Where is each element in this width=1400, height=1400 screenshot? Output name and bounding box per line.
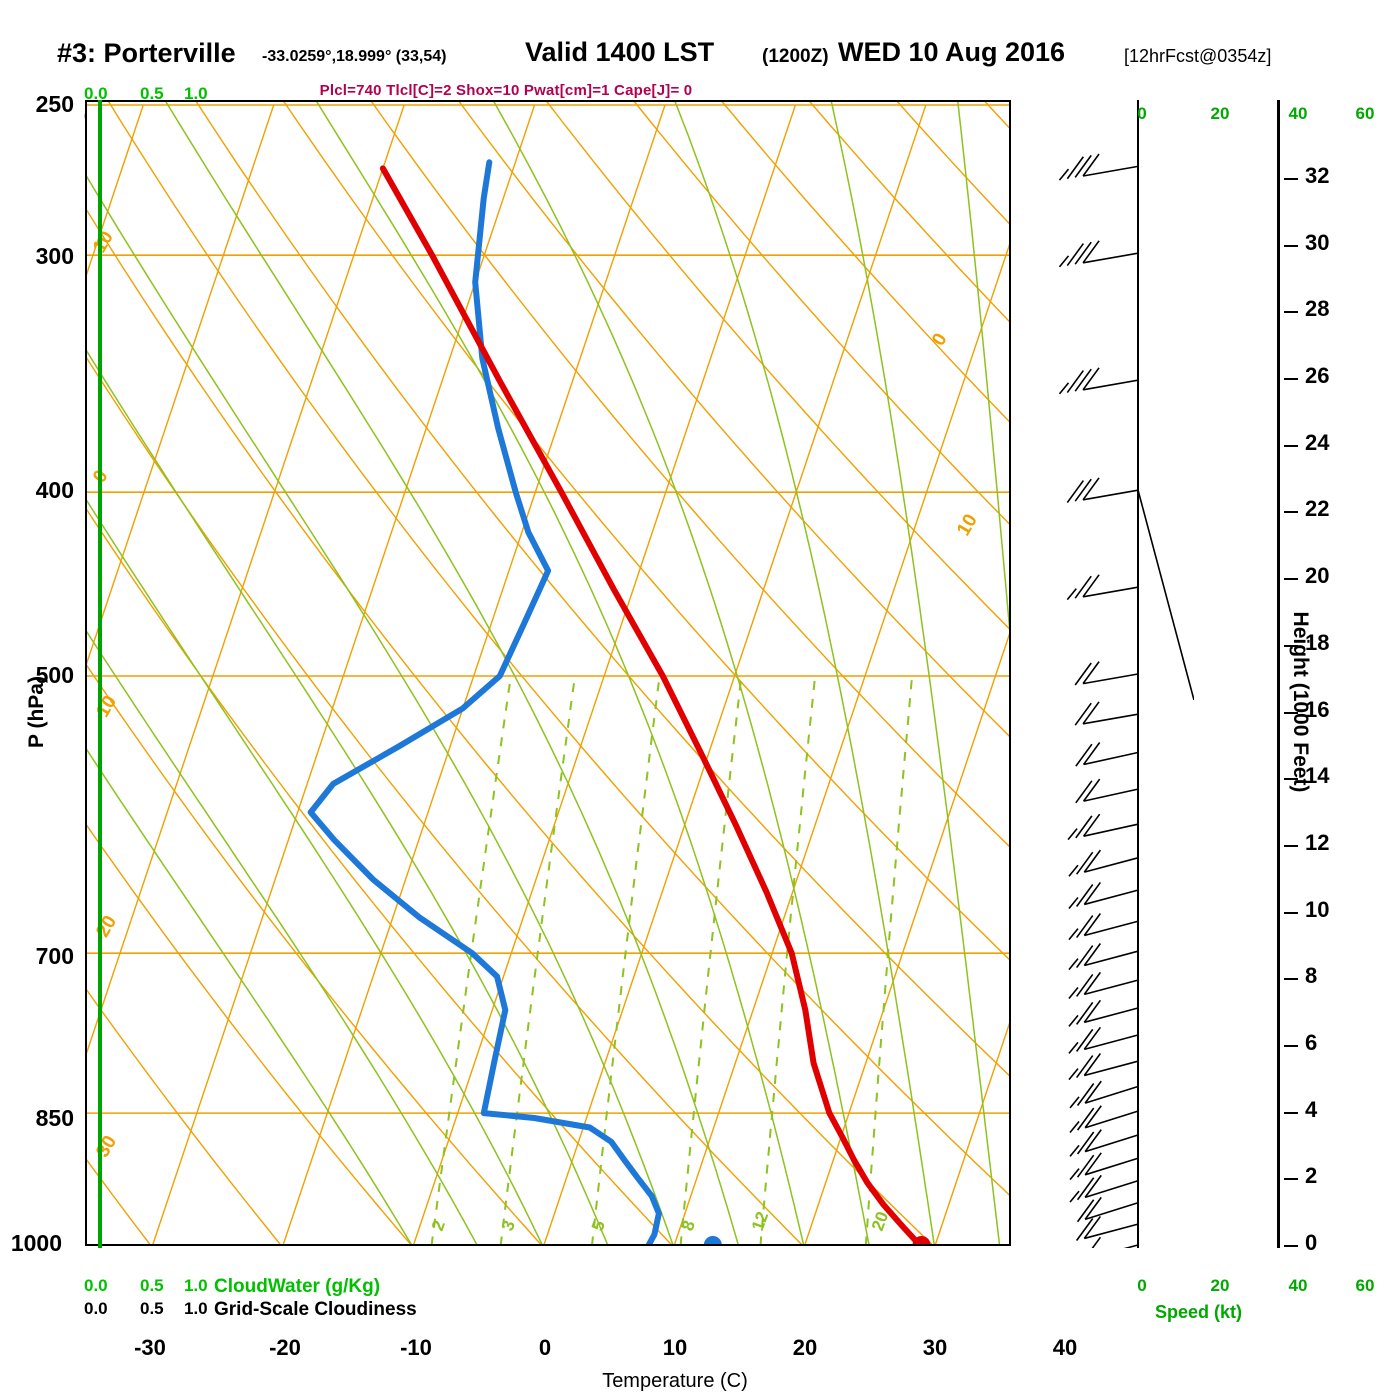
cloudiness-bot-tick-1: 0.5 bbox=[140, 1299, 164, 1318]
speed-top-tick-0: 0 bbox=[1137, 104, 1147, 123]
cloudwater-top-tick-0: 0.0 bbox=[84, 84, 108, 103]
svg-text:-10: -10 bbox=[89, 692, 121, 726]
temperature-axis-title: Temperature (C) bbox=[602, 1370, 748, 1392]
svg-text:5: 5 bbox=[588, 1218, 609, 1233]
height-tick-0: 0 bbox=[1305, 1230, 1318, 1255]
speed-top-tick-20: 20 bbox=[1210, 104, 1230, 123]
cloudwater-axis-title: CloudWater (g/Kg) bbox=[214, 1276, 381, 1297]
temp-tick-0: 0 bbox=[538, 1335, 552, 1360]
height-tick-16: 16 bbox=[1305, 696, 1330, 722]
height-tick-8: 8 bbox=[1305, 963, 1318, 989]
height-tick-mark-28 bbox=[1284, 311, 1298, 314]
temp-tick-30: 30 bbox=[922, 1335, 948, 1360]
svg-text:-20: -20 bbox=[89, 912, 121, 946]
valid-date: WED 10 Aug 2016 bbox=[838, 37, 1066, 67]
station-name: #3: Porterville bbox=[57, 38, 236, 68]
pressure-tick-1000: 1000 bbox=[10, 1230, 62, 1256]
pressure-tick-300: 300 bbox=[35, 243, 74, 269]
stability-indices: Plcl=740 Tlcl[C]=2 Shox=10 Pwat[cm]=1 Ca… bbox=[319, 82, 693, 99]
height-tick-mark-14 bbox=[1284, 778, 1298, 781]
station-coordinates: -33.0259°,18.999° (33,54) bbox=[262, 48, 447, 65]
pressure-tick-500: 500 bbox=[35, 662, 74, 688]
height-tick-30: 30 bbox=[1305, 229, 1330, 255]
height-tick-mark-18 bbox=[1284, 644, 1298, 647]
speed-bot-tick-60: 60 bbox=[1355, 1276, 1375, 1295]
svg-text:-30: -30 bbox=[89, 1132, 121, 1166]
svg-text:8: 8 bbox=[678, 1218, 699, 1233]
height-tick-20: 20 bbox=[1305, 563, 1330, 589]
pressure-tick-850: 850 bbox=[35, 1105, 74, 1131]
cloudwater-bot-tick-0: 0.0 bbox=[84, 1276, 108, 1295]
temp-tick-m10: -10 bbox=[400, 1335, 432, 1360]
valid-time-zulu: (1200Z) bbox=[762, 46, 829, 67]
cloudiness-axis-title: Grid-Scale Cloudiness bbox=[214, 1299, 417, 1320]
height-tick-28: 28 bbox=[1305, 296, 1330, 322]
svg-text:0: 0 bbox=[928, 330, 951, 350]
svg-text:12: 12 bbox=[748, 1209, 772, 1233]
height-tick-mark-20 bbox=[1284, 578, 1298, 581]
speed-bot-tick-20: 20 bbox=[1210, 1276, 1230, 1295]
svg-text:2: 2 bbox=[428, 1218, 449, 1233]
height-tick-10: 10 bbox=[1305, 896, 1330, 922]
svg-text:3: 3 bbox=[498, 1218, 519, 1233]
cloudiness-bot-tick-2: 1.0 bbox=[184, 1299, 208, 1318]
height-tick-mark-16 bbox=[1284, 711, 1298, 714]
height-tick-14: 14 bbox=[1305, 763, 1330, 789]
height-axis-line bbox=[1277, 100, 1280, 1248]
speed-bot-tick-40: 40 bbox=[1288, 1276, 1308, 1295]
svg-text:10: 10 bbox=[953, 511, 982, 540]
height-tick-mark-12 bbox=[1284, 844, 1298, 847]
speed-bot-tick-0: 0 bbox=[1137, 1276, 1147, 1295]
height-tick-12: 12 bbox=[1305, 829, 1330, 855]
pressure-tick-700: 700 bbox=[35, 943, 74, 969]
cloudwater-bot-tick-2: 1.0 bbox=[184, 1276, 208, 1295]
height-tick-mark-4 bbox=[1284, 1111, 1298, 1114]
cloudiness-bot-tick-0: 0.0 bbox=[84, 1299, 108, 1318]
speed-top-tick-40: 40 bbox=[1288, 104, 1308, 123]
pressure-tick-250: 250 bbox=[35, 91, 74, 117]
temp-tick-m30: -30 bbox=[134, 1335, 166, 1360]
height-tick-mark-10 bbox=[1284, 911, 1298, 914]
speed-top-tick-60: 60 bbox=[1355, 104, 1375, 123]
temp-tick-m20: -20 bbox=[269, 1335, 301, 1360]
height-tick-24: 24 bbox=[1305, 429, 1330, 455]
speed-axis-title: Speed (kt) bbox=[1155, 1302, 1243, 1322]
height-tick-mark-26 bbox=[1284, 378, 1298, 381]
height-tick-22: 22 bbox=[1305, 496, 1330, 522]
wind-barb-canvas bbox=[1058, 100, 1194, 1248]
height-tick-mark-24 bbox=[1284, 444, 1298, 447]
temp-tick-40: 40 bbox=[1052, 1335, 1078, 1360]
height-tick-4: 4 bbox=[1305, 1096, 1318, 1122]
height-tick-mark-22 bbox=[1284, 511, 1298, 514]
cloudwater-top-tick-2: 1.0 bbox=[184, 84, 208, 103]
wind-barb-panel[interactable] bbox=[1012, 100, 1194, 1248]
height-tick-mark-32 bbox=[1284, 178, 1298, 180]
height-tick-mark-8 bbox=[1284, 978, 1298, 981]
height-tick-mark-6 bbox=[1284, 1044, 1298, 1047]
temp-tick-20: 20 bbox=[792, 1335, 818, 1360]
height-tick-mark-2 bbox=[1284, 1178, 1298, 1181]
temp-tick-10: 10 bbox=[662, 1335, 688, 1360]
pressure-tick-400: 400 bbox=[35, 477, 74, 503]
height-tick-mark-0 bbox=[1284, 1245, 1298, 1247]
height-tick-32: 32 bbox=[1305, 163, 1330, 188]
height-tick-26: 26 bbox=[1305, 363, 1330, 389]
height-tick-2: 2 bbox=[1305, 1163, 1318, 1189]
forecast-info: [12hrFcst@0354z] bbox=[1124, 46, 1272, 66]
cloudwater-top-tick-1: 0.5 bbox=[140, 84, 164, 103]
height-tick-mark-30 bbox=[1284, 244, 1298, 247]
cloudwater-axis-line bbox=[98, 100, 102, 1248]
height-tick-18: 18 bbox=[1305, 629, 1330, 655]
valid-time: Valid 1400 LST bbox=[525, 37, 715, 67]
cloudwater-bot-tick-1: 0.5 bbox=[140, 1276, 164, 1295]
height-tick-6: 6 bbox=[1305, 1029, 1318, 1055]
